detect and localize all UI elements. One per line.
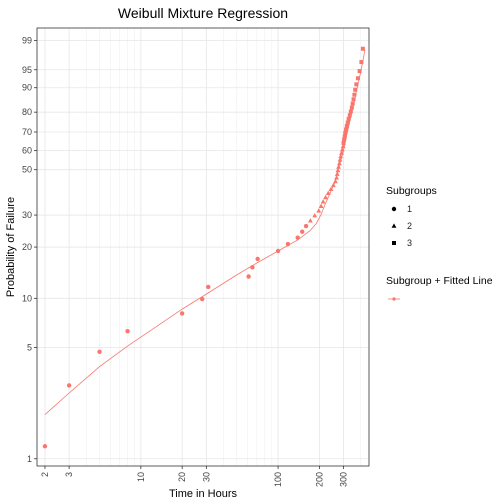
data-point-subgroup-2 <box>337 160 342 166</box>
data-point-subgroup-3 <box>357 69 362 74</box>
data-point-subgroup-3 <box>348 109 353 114</box>
data-point-subgroup-3 <box>346 116 351 121</box>
legend-fitted-title: Subgroup + Fitted Line <box>386 275 493 287</box>
data-point-subgroup-1 <box>200 296 205 302</box>
x-tick-label: 30 <box>201 472 211 482</box>
data-point-subgroup-2 <box>339 147 345 152</box>
data-point-subgroup-1 <box>295 235 300 240</box>
y-tick-label: 90 <box>22 83 32 93</box>
y-tick-label: 5 <box>27 342 32 352</box>
y-tick-label: 99 <box>22 35 32 45</box>
y-tick-label: 10 <box>22 293 32 303</box>
data-point-subgroup-3 <box>344 127 349 132</box>
data-point-subgroup-3 <box>342 137 347 142</box>
data-point-subgroup-1 <box>285 241 291 247</box>
data-point-subgroup-3 <box>349 105 354 110</box>
data-point-subgroup-2 <box>323 194 328 200</box>
data-point-subgroup-2 <box>328 186 334 192</box>
legend-key-2 <box>391 223 397 228</box>
data-point-subgroup-2 <box>333 178 338 184</box>
data-point-subgroup-2 <box>340 143 346 149</box>
data-point-subgroup-2 <box>307 218 313 223</box>
legend-key-1 <box>391 206 397 212</box>
y-axis-label: Probability of Failure <box>5 197 17 297</box>
data-point-subgroup-2 <box>336 164 341 169</box>
data-point-subgroup-1 <box>42 444 48 449</box>
data-point-subgroup-2 <box>338 153 344 159</box>
data-point-subgroup-2 <box>334 171 340 176</box>
legend-label-1: 1 <box>407 204 412 214</box>
y-tick-label: 20 <box>22 242 32 252</box>
y-tick-label: 1 <box>27 454 32 464</box>
data-point-subgroup-3 <box>342 134 347 139</box>
fitted-line <box>44 49 366 415</box>
x-tick-label: 20 <box>177 472 187 482</box>
legend-subgroup-items: 1 2 3 <box>391 204 412 248</box>
y-tick-label: 95 <box>22 65 32 75</box>
data-point-subgroup-3 <box>343 130 348 135</box>
data-point-subgroup-1 <box>97 349 102 355</box>
x-tick-label: 100 <box>273 472 283 487</box>
legend-label-2: 2 <box>407 221 412 231</box>
legend-subgroups-title: Subgroups <box>386 185 437 197</box>
data-point-subgroup-1 <box>125 329 130 334</box>
legend-key-3 <box>392 241 396 245</box>
data-points <box>42 46 365 449</box>
chart-title: Weibull Mixture Regression <box>118 5 288 21</box>
axis-ticks: 2 3 10 20 30 100 200 300 1 5 10 20 30 50 60 70 80 90 95 99 <box>22 35 349 487</box>
x-tick-label: 10 <box>136 472 146 482</box>
data-point-subgroup-3 <box>345 120 350 125</box>
data-point-subgroup-1 <box>179 311 185 316</box>
data-point-subgroup-1 <box>246 274 251 279</box>
data-point-subgroup-3 <box>350 101 355 106</box>
data-point-subgroup-2 <box>318 203 324 208</box>
grid <box>37 28 369 466</box>
data-point-subgroup-3 <box>360 46 365 51</box>
data-point-subgroup-3 <box>347 113 352 118</box>
legend-label-3: 3 <box>407 238 412 248</box>
data-point-subgroup-2 <box>320 199 326 204</box>
x-tick-label: 300 <box>339 472 349 487</box>
data-point-subgroup-3 <box>341 141 346 146</box>
x-tick-label: 200 <box>314 472 324 487</box>
data-point-subgroup-1 <box>250 265 255 270</box>
y-tick-label: 30 <box>22 210 32 220</box>
data-point-subgroup-2 <box>334 175 339 180</box>
data-point-subgroup-1 <box>206 284 211 290</box>
data-point-subgroup-2 <box>330 182 336 188</box>
legend: Subgroups 1 2 3 Subgroup + Fitted Line <box>386 185 493 301</box>
data-point-subgroup-2 <box>325 190 331 196</box>
y-tick-label: 60 <box>22 146 32 156</box>
data-point-subgroup-2 <box>335 167 341 173</box>
data-point-subgroup-3 <box>355 76 360 81</box>
x-axis-label: Time in Hours <box>169 488 238 500</box>
y-tick-label: 50 <box>22 165 32 175</box>
data-point-subgroup-2 <box>337 157 343 162</box>
data-point-subgroup-1 <box>275 248 281 254</box>
data-point-subgroup-3 <box>359 60 364 65</box>
data-point-subgroup-3 <box>354 82 359 87</box>
data-point-subgroup-3 <box>344 124 349 129</box>
data-point-subgroup-2 <box>312 213 318 218</box>
x-tick-label: 3 <box>64 472 74 477</box>
data-point-subgroup-3 <box>351 97 356 102</box>
data-point-subgroup-1 <box>255 256 260 262</box>
data-point-subgroup-1 <box>66 383 72 388</box>
data-point-subgroup-3 <box>352 92 357 97</box>
legend-fitted-point-key <box>392 297 396 301</box>
x-tick-label: 2 <box>40 472 50 477</box>
data-point-subgroup-1 <box>303 223 309 229</box>
data-point-subgroup-1 <box>300 229 305 234</box>
data-point-subgroup-3 <box>353 87 358 92</box>
data-point-subgroup-2 <box>316 208 322 213</box>
data-point-subgroup-2 <box>339 150 344 155</box>
y-tick-label: 70 <box>22 127 32 137</box>
y-tick-label: 80 <box>22 107 32 117</box>
